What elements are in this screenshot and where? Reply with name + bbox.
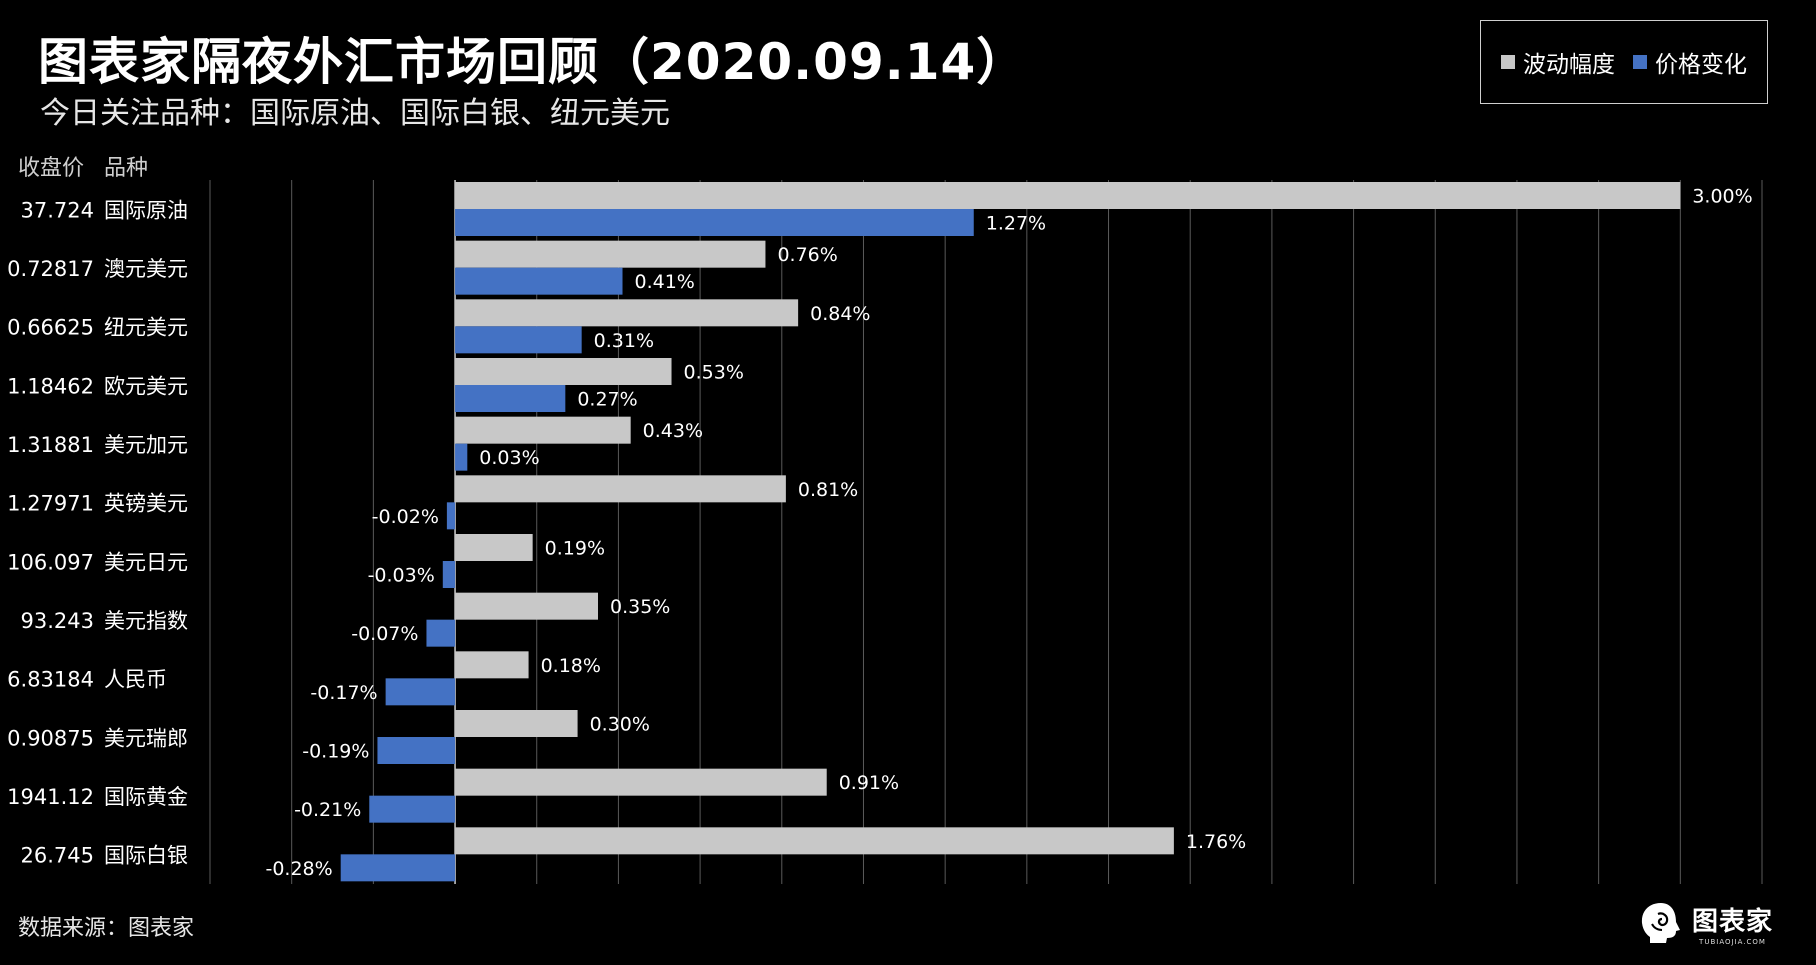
legend-swatch-volatility <box>1501 55 1515 69</box>
volatility-label: 0.43% <box>643 420 703 442</box>
legend-label-volatility: 波动幅度 <box>1523 52 1615 78</box>
column-header-name: 品种 <box>104 156 149 181</box>
price-change-label: -0.17% <box>310 682 377 704</box>
category-label: 国际黄金 <box>104 785 188 809</box>
category-label: 澳元美元 <box>104 257 188 281</box>
closing-price-label: 26.745 <box>21 844 94 868</box>
closing-price-label: 93.243 <box>21 609 94 633</box>
brand-logo: 图表家 TUBIAOJIA.COM <box>1638 900 1773 946</box>
volatility-bar <box>455 182 1681 209</box>
closing-price-label: 1941.12 <box>7 785 94 809</box>
closing-price-label: 106.097 <box>7 550 94 574</box>
price-change-label: 0.31% <box>594 330 654 352</box>
category-label: 美元指数 <box>104 609 188 633</box>
volatility-bar <box>455 651 529 679</box>
category-label: 国际白银 <box>104 844 188 868</box>
price-change-bar <box>369 795 456 823</box>
price-change-bar <box>455 267 623 295</box>
volatility-bar <box>455 358 672 385</box>
legend-label-price-change: 价格变化 <box>1655 52 1747 78</box>
logo-url: TUBIAOJIA.COM <box>1699 937 1766 946</box>
price-change-bar <box>446 502 456 530</box>
volatility-label: 3.00% <box>1692 186 1752 208</box>
legend-item-price-change: 价格变化 <box>1633 45 1747 79</box>
volatility-bar <box>455 710 578 737</box>
category-label: 美元瑞郎 <box>104 726 188 750</box>
volatility-bar <box>455 827 1174 855</box>
category-label: 英镑美元 <box>104 492 188 516</box>
volatility-bar <box>455 240 766 268</box>
category-label: 欧元美元 <box>104 374 188 398</box>
volatility-label: 0.19% <box>545 538 605 560</box>
volatility-label: 1.76% <box>1186 831 1246 853</box>
volatility-label: 0.18% <box>541 655 601 677</box>
volatility-label: 0.35% <box>610 596 670 618</box>
price-change-label: -0.02% <box>372 506 439 528</box>
legend-swatch-price-change <box>1633 55 1647 69</box>
price-change-bar <box>455 326 582 354</box>
category-label: 美元加元 <box>104 433 188 457</box>
price-change-label: -0.19% <box>302 741 369 763</box>
volatility-label: 0.91% <box>839 772 899 794</box>
volatility-bar <box>455 416 631 444</box>
legend: 波动幅度 价格变化 <box>1480 20 1768 104</box>
price-change-bar <box>385 678 456 706</box>
volatility-label: 0.76% <box>777 244 837 266</box>
price-change-label: 0.03% <box>479 447 539 469</box>
price-change-bar <box>455 209 974 236</box>
volatility-label: 0.81% <box>798 479 858 501</box>
price-change-label: 0.27% <box>577 389 637 411</box>
volatility-bar <box>455 534 533 561</box>
price-change-bar <box>426 619 456 647</box>
closing-price-label: 0.72817 <box>7 257 94 281</box>
category-label: 人民币 <box>104 668 167 692</box>
price-change-bar <box>340 854 456 882</box>
data-source: 数据来源：图表家 <box>18 916 195 941</box>
closing-price-label: 37.724 <box>21 198 94 222</box>
volatility-label: 0.84% <box>810 303 870 325</box>
price-change-bar <box>455 385 566 412</box>
category-label: 纽元美元 <box>104 316 188 340</box>
logo-text: 图表家 <box>1692 906 1774 937</box>
price-change-bar <box>455 443 468 471</box>
price-change-label: 0.41% <box>635 271 695 293</box>
price-change-label: -0.03% <box>368 565 435 587</box>
closing-price-label: 1.18462 <box>7 374 94 398</box>
closing-price-label: 1.31881 <box>7 433 94 457</box>
chart-subtitle: 今日关注品种：国际原油、国际白银、纽元美元 <box>40 96 670 131</box>
price-change-bar <box>377 737 456 764</box>
closing-price-label: 0.66625 <box>7 316 94 340</box>
price-change-label: 1.27% <box>986 213 1046 235</box>
closing-price-label: 0.90875 <box>7 726 94 750</box>
closing-price-label: 6.83184 <box>7 668 94 692</box>
category-label: 美元日元 <box>104 550 188 574</box>
volatility-bar <box>455 299 799 327</box>
volatility-bar <box>455 475 786 503</box>
price-change-label: -0.21% <box>294 799 361 821</box>
price-change-label: -0.07% <box>351 623 418 645</box>
closing-price-label: 1.27971 <box>7 492 94 516</box>
volatility-label: 0.53% <box>684 362 744 384</box>
volatility-label: 0.30% <box>590 714 650 736</box>
price-change-label: -0.28% <box>265 858 332 880</box>
volatility-bar <box>455 592 598 620</box>
chart-title: 图表家隔夜外汇市场回顾（2020.09.14） <box>38 33 1028 91</box>
category-label: 国际原油 <box>104 198 188 222</box>
column-header-price: 收盘价 <box>18 156 85 181</box>
head-logo-icon <box>1641 903 1680 943</box>
volatility-bar <box>455 768 827 796</box>
legend-item-volatility: 波动幅度 <box>1501 45 1615 79</box>
price-change-bar <box>442 561 456 588</box>
